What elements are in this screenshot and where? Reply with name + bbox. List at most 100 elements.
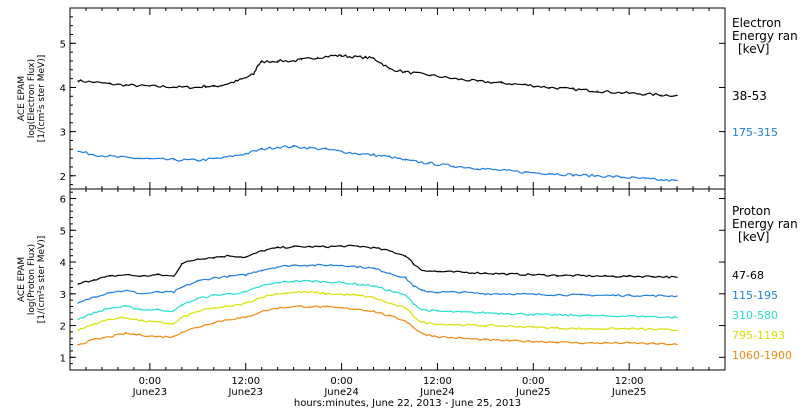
y-axis-label-line: [1/(cm²s ster MeV)] [37, 236, 47, 323]
data-point [173, 159, 175, 161]
legend-title-line: [keV] [738, 42, 769, 56]
data-point [125, 317, 127, 319]
series-line-795-1193 [77, 290, 678, 332]
data-point [173, 86, 175, 88]
data-point [213, 321, 215, 323]
data-point [293, 305, 295, 308]
data-point [325, 264, 327, 266]
data-point [652, 275, 654, 277]
y-axis-label-line: log(Electron Flux) [27, 59, 37, 138]
legend-title-line: Energy ran [732, 217, 798, 231]
data-point [117, 156, 119, 158]
data-point [620, 92, 622, 94]
data-point [596, 175, 598, 177]
data-point [109, 318, 111, 320]
data-point [372, 297, 375, 299]
data-point [604, 294, 606, 296]
data-point [173, 336, 175, 338]
data-point [580, 275, 582, 277]
data-point [229, 305, 231, 308]
data-point [676, 295, 678, 297]
data-point [93, 154, 95, 156]
y-tick-label: 5 [60, 226, 66, 237]
data-point [341, 55, 343, 57]
data-point [277, 282, 279, 284]
data-point [508, 325, 510, 327]
data-point [197, 159, 199, 161]
data-point [109, 275, 111, 277]
data-point [197, 310, 199, 312]
data-point [261, 310, 263, 312]
data-point [460, 324, 462, 326]
data-point [436, 291, 438, 293]
data-point [309, 147, 311, 149]
y-axis-label-line: ACE EPAM [17, 257, 27, 302]
data-point [181, 286, 183, 288]
data-point [604, 328, 606, 330]
data-point [596, 90, 598, 92]
data-point [245, 274, 247, 276]
data-point [253, 73, 255, 75]
legend-title-line: Proton [732, 204, 771, 218]
data-point [357, 294, 359, 296]
x-tick-date-label: June23 [227, 387, 263, 398]
data-point [580, 314, 582, 316]
data-point [341, 245, 343, 247]
legend-entry-310-580: 310-580 [732, 309, 778, 322]
data-point [404, 277, 407, 279]
data-point [245, 291, 247, 293]
data-point [460, 337, 462, 339]
data-point [556, 294, 558, 296]
data-point [676, 180, 678, 182]
data-point [213, 277, 215, 279]
data-point [245, 153, 247, 155]
data-point [197, 86, 199, 89]
data-point [676, 317, 678, 319]
data-point [229, 293, 231, 295]
data-point [460, 311, 462, 313]
data-point [532, 326, 534, 328]
data-point [420, 309, 423, 311]
data-point [309, 246, 311, 248]
data-point [484, 324, 486, 327]
data-point [628, 342, 630, 344]
data-point [245, 256, 247, 258]
y-tick-label: 3 [60, 290, 66, 301]
data-point [644, 93, 646, 95]
data-point [181, 317, 183, 319]
data-point [77, 150, 79, 153]
x-tick-date-label: June24 [323, 387, 359, 398]
data-point [620, 176, 622, 178]
legend-entry-175-315: 175-315 [732, 126, 778, 139]
data-point [317, 56, 319, 59]
data-point [157, 291, 159, 293]
data-point [357, 245, 359, 247]
y-tick-label: 3 [60, 128, 66, 139]
series-line-1060-1900 [77, 305, 678, 346]
data-point [412, 285, 415, 287]
data-point [604, 342, 606, 344]
data-point [484, 312, 486, 314]
data-point [532, 313, 534, 315]
data-point [652, 316, 654, 318]
data-point [428, 74, 431, 76]
data-point [301, 59, 303, 61]
series-line-38-53 [77, 53, 678, 98]
data-point [532, 340, 534, 342]
data-point [277, 60, 279, 62]
data-point [77, 283, 79, 285]
data-point [197, 298, 199, 300]
data-point [181, 304, 183, 306]
data-point [380, 62, 383, 64]
data-point [388, 272, 391, 274]
data-point [436, 310, 438, 312]
x-tick-time-label: 0:00 [330, 376, 352, 387]
data-point [293, 264, 295, 266]
data-point [205, 85, 207, 87]
data-point [77, 344, 79, 346]
data-point [257, 64, 259, 66]
data-point [476, 167, 478, 169]
data-point [93, 81, 95, 83]
data-point [500, 82, 502, 84]
